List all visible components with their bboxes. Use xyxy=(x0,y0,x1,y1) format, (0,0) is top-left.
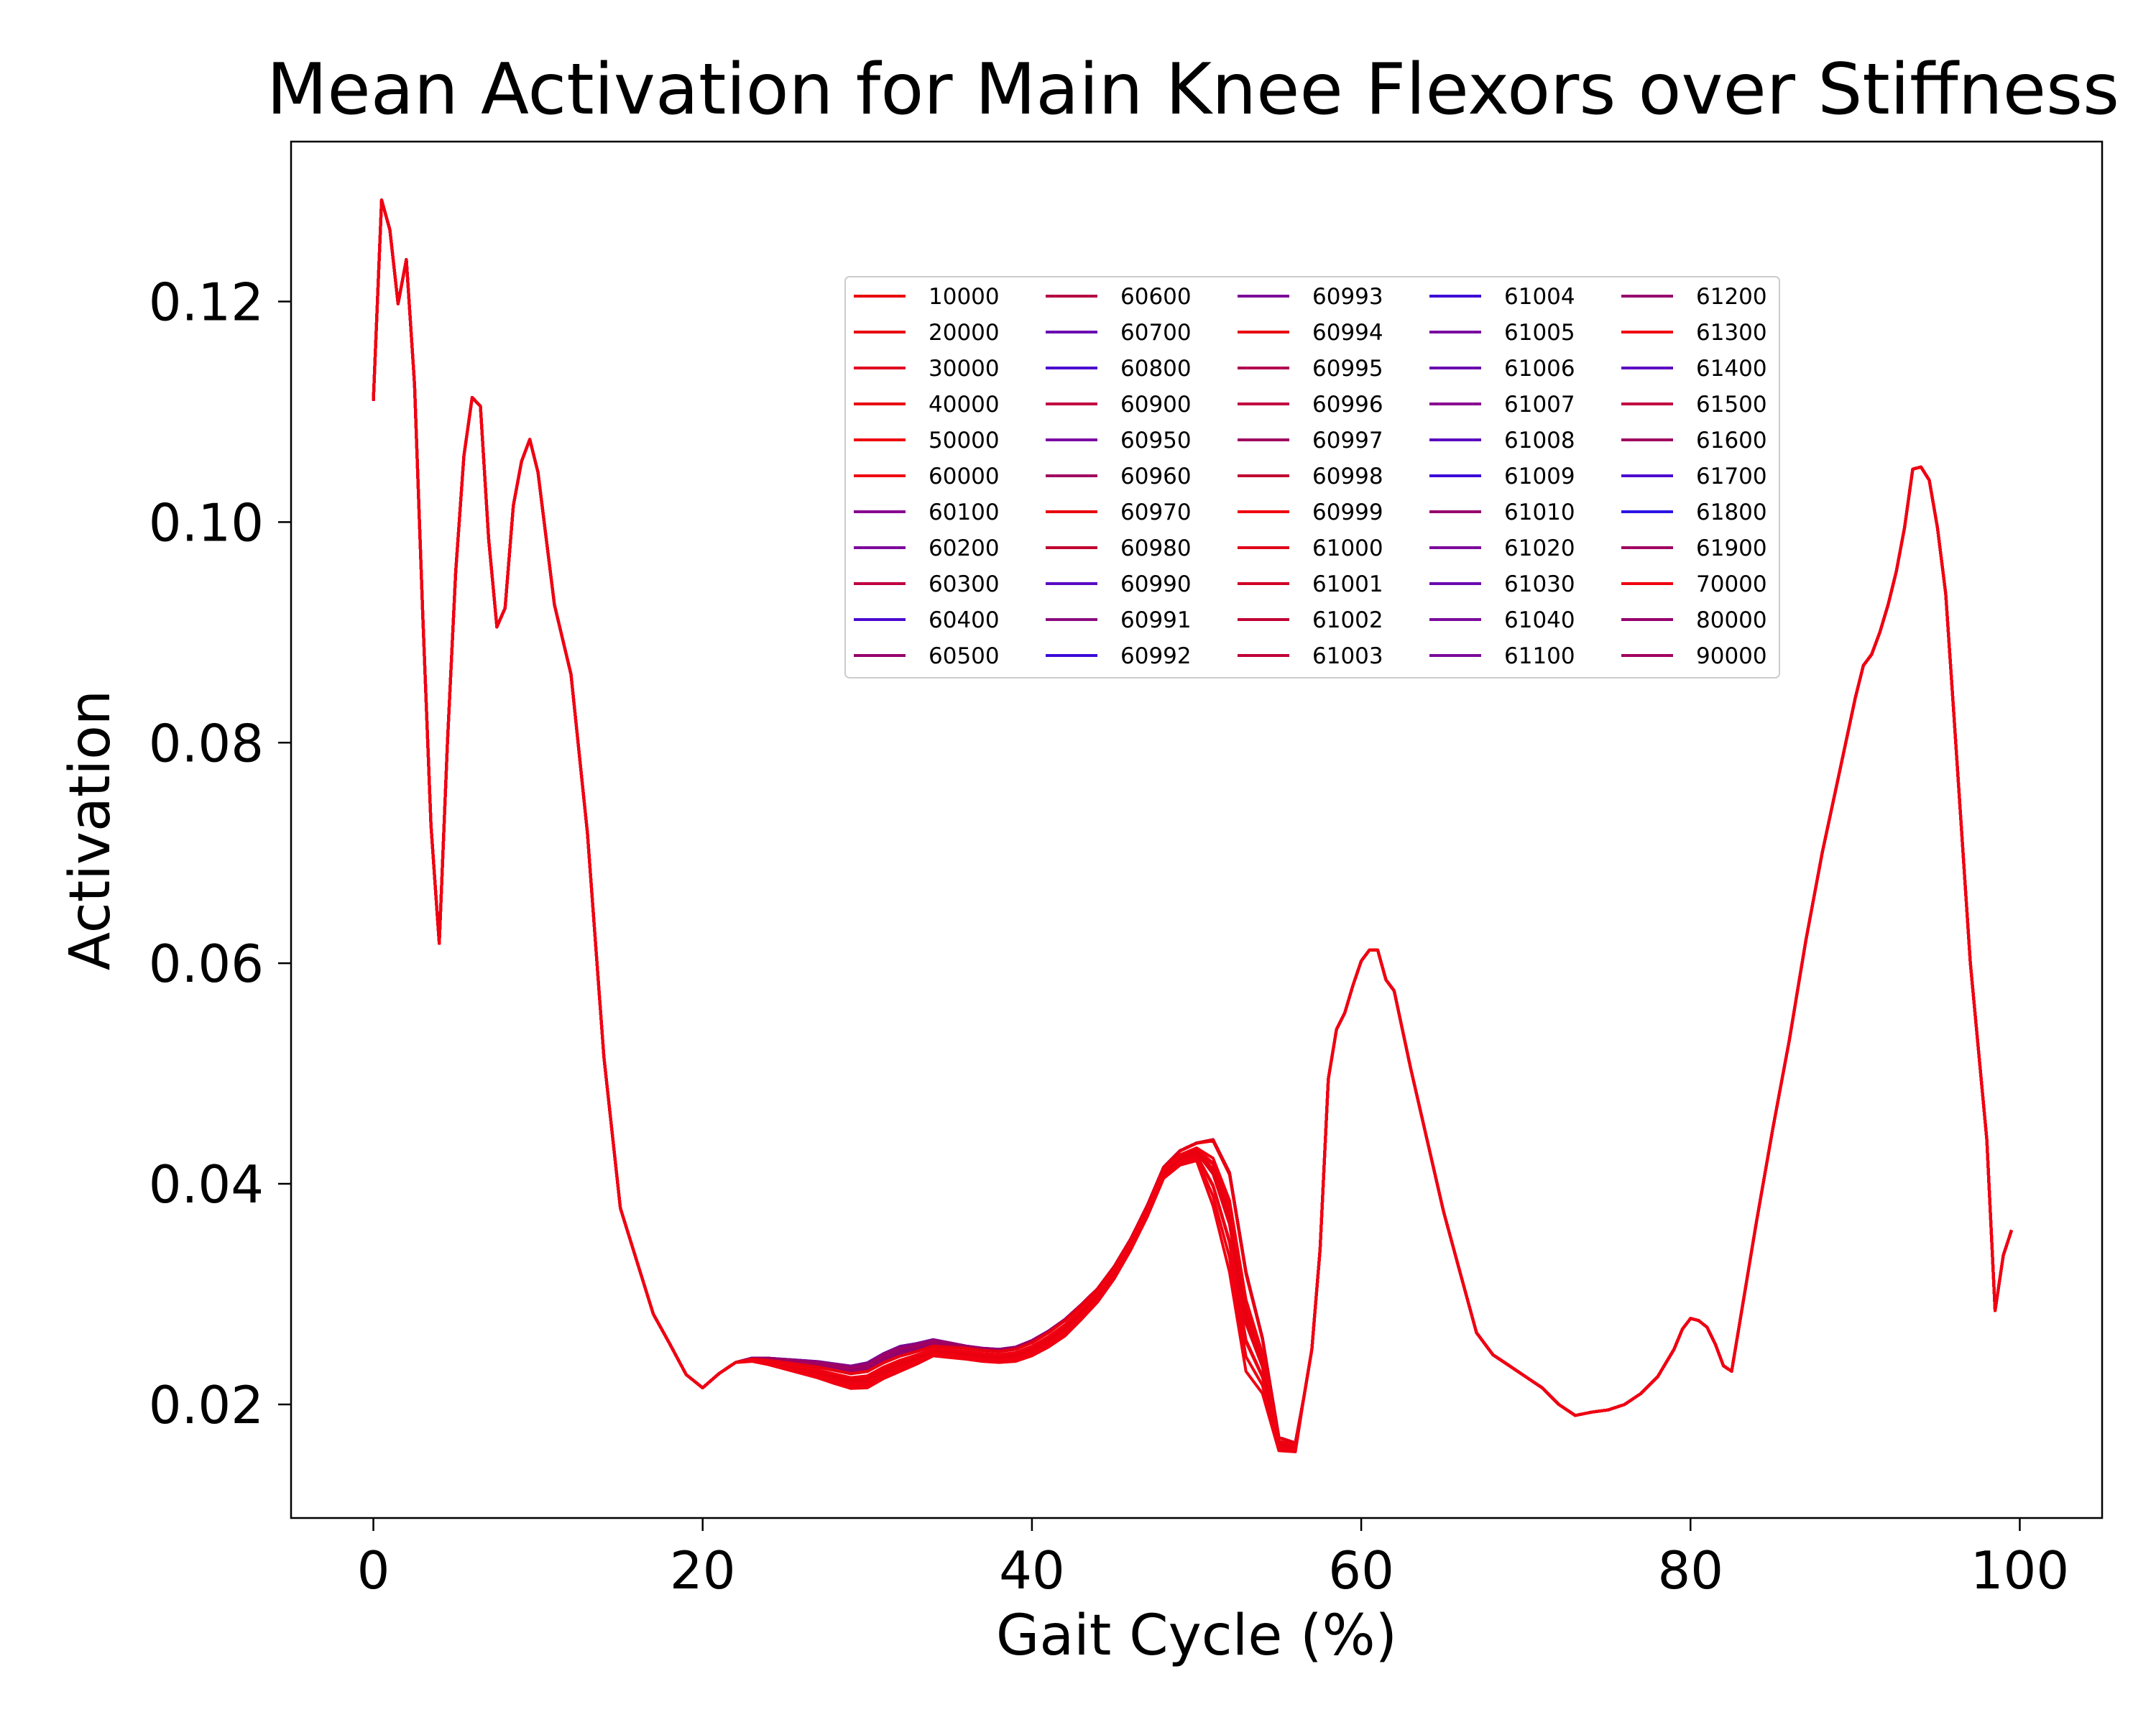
legend-label: 60996 xyxy=(1312,392,1383,418)
legend-label: 61005 xyxy=(1504,320,1575,346)
legend-label: 61040 xyxy=(1504,607,1575,633)
legend-label: 61009 xyxy=(1504,464,1575,489)
legend-label: 40000 xyxy=(929,392,1000,418)
plot-lines xyxy=(372,198,2013,1453)
legend-label: 10000 xyxy=(929,284,1000,310)
legend-label: 60991 xyxy=(1120,607,1192,633)
legend-label: 60980 xyxy=(1120,535,1192,561)
legend-label: 61400 xyxy=(1696,356,1767,382)
y-tick-label: 0.10 xyxy=(149,492,264,553)
legend-label: 61030 xyxy=(1504,571,1575,597)
legend-label: 60900 xyxy=(1120,392,1192,418)
y-axis: 0.02 0.04 0.06 0.08 0.10 0.12 xyxy=(149,272,291,1435)
legend-label: 60950 xyxy=(1120,428,1192,454)
legend-label: 61020 xyxy=(1504,535,1575,561)
legend-label: 61008 xyxy=(1504,428,1575,454)
legend-label: 61100 xyxy=(1504,643,1575,669)
legend-label: 61001 xyxy=(1312,571,1383,597)
legend-label: 61007 xyxy=(1504,392,1575,418)
legend-label: 60994 xyxy=(1312,320,1383,346)
legend-label: 61006 xyxy=(1504,356,1575,382)
legend-label: 60300 xyxy=(929,571,1000,597)
legend-label: 60998 xyxy=(1312,464,1383,489)
legend-label: 61200 xyxy=(1696,284,1767,310)
x-tick-label: 40 xyxy=(999,1540,1065,1601)
x-tick-label: 80 xyxy=(1657,1540,1723,1601)
legend-label: 61500 xyxy=(1696,392,1767,418)
legend-label: 60999 xyxy=(1312,500,1383,525)
x-tick-label: 20 xyxy=(670,1540,736,1601)
legend-label: 60993 xyxy=(1312,284,1383,310)
legend-label: 61700 xyxy=(1696,464,1767,489)
x-axis-label: Gait Cycle (%) xyxy=(996,1604,1397,1668)
y-tick-label: 0.08 xyxy=(149,713,264,773)
legend-label: 90000 xyxy=(1696,643,1767,669)
legend-label: 61002 xyxy=(1312,607,1383,633)
x-tick-label: 0 xyxy=(357,1540,390,1601)
legend-label: 60995 xyxy=(1312,356,1383,382)
x-axis: 0 20 40 60 80 100 xyxy=(357,1518,2069,1601)
legend-label: 61003 xyxy=(1312,643,1383,669)
legend-label: 61300 xyxy=(1696,320,1767,346)
legend-label: 61000 xyxy=(1312,535,1383,561)
plot-frame xyxy=(290,140,2104,1519)
legend: 10000 20000 30000 40000 50000 60000 60100 60200… xyxy=(844,276,1780,678)
legend-label: 61600 xyxy=(1696,428,1767,454)
series-line xyxy=(372,198,2013,1453)
legend-label: 60100 xyxy=(929,500,1000,525)
legend-label: 60000 xyxy=(929,464,1000,489)
legend-label: 61010 xyxy=(1504,500,1575,525)
y-tick-label: 0.06 xyxy=(149,934,264,994)
legend-label: 70000 xyxy=(1696,571,1767,597)
legend-label: 60500 xyxy=(929,643,1000,669)
legend-label: 60992 xyxy=(1120,643,1192,669)
y-tick-label: 0.02 xyxy=(149,1375,264,1435)
legend-label: 60970 xyxy=(1120,500,1192,525)
legend-label: 30000 xyxy=(929,356,1000,382)
legend-label: 60700 xyxy=(1120,320,1192,346)
x-tick-label: 100 xyxy=(1971,1540,2069,1601)
legend-label: 60400 xyxy=(929,607,1000,633)
legend-label: 60200 xyxy=(929,535,1000,561)
x-tick-label: 60 xyxy=(1328,1540,1394,1601)
legend-label: 60800 xyxy=(1120,356,1192,382)
legend-label: 60960 xyxy=(1120,464,1192,489)
legend-label: 61004 xyxy=(1504,284,1575,310)
legend-label: 60997 xyxy=(1312,428,1383,454)
legend-label: 20000 xyxy=(929,320,1000,346)
y-tick-label: 0.12 xyxy=(149,272,264,332)
legend-label: 61900 xyxy=(1696,535,1767,561)
chart-title: Mean Activation for Main Knee Flexors ov… xyxy=(267,49,2119,131)
legend-label: 60990 xyxy=(1120,571,1192,597)
legend-label: 50000 xyxy=(929,428,1000,454)
y-axis-label: Activation xyxy=(58,690,123,971)
y-tick-label: 0.04 xyxy=(149,1154,264,1215)
legend-label: 60600 xyxy=(1120,284,1192,310)
legend-label: 61800 xyxy=(1696,500,1767,525)
legend-box xyxy=(844,276,1780,678)
legend-label: 80000 xyxy=(1696,607,1767,633)
